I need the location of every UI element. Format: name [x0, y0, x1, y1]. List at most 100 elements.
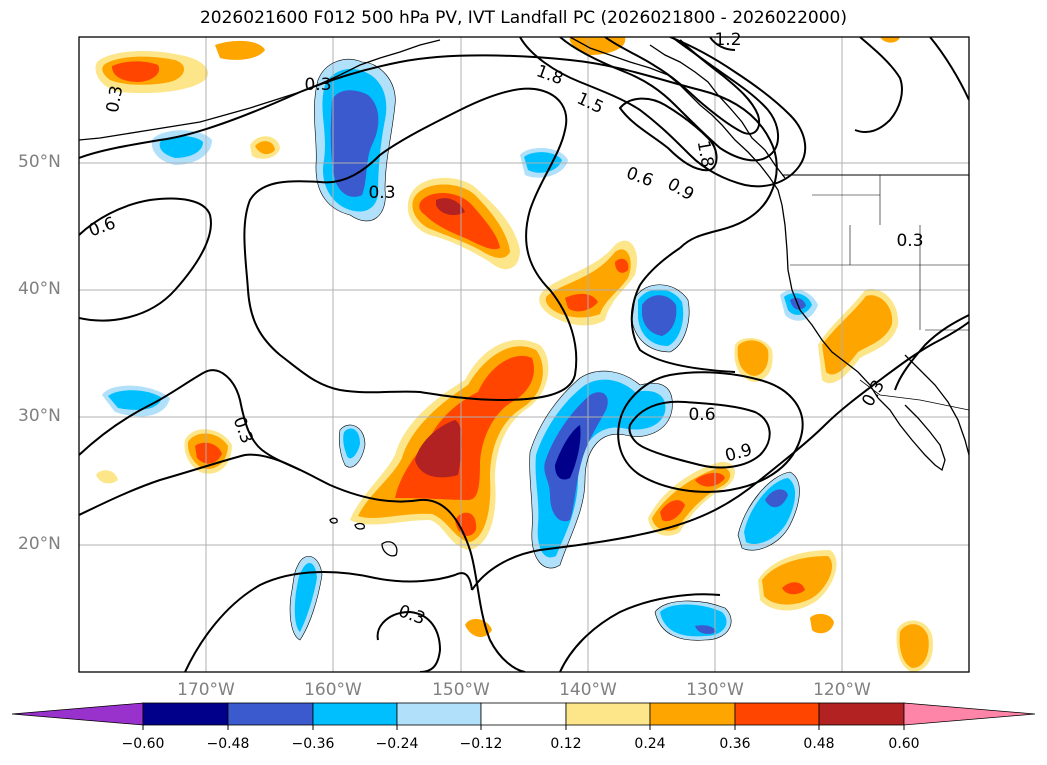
hawaii-island	[329, 517, 338, 524]
pv-positive-region	[415, 420, 462, 478]
coastlines	[79, 37, 969, 557]
coastline-alaska	[649, 44, 786, 179]
pv-positive-region	[782, 582, 805, 595]
colorbar-bin	[734, 702, 820, 726]
colorbar-tick-label: 0.60	[888, 736, 920, 752]
colorbar-bin	[227, 702, 314, 726]
colorbar-bin	[565, 702, 651, 726]
gridlines	[79, 37, 969, 672]
hawaii-island	[354, 522, 366, 530]
pv-positive-region	[899, 624, 929, 668]
contour-labels: 0.3 0.3 0.3 0.3 0.3 0.3 0.3 0.6 0.6 0.6 …	[86, 30, 923, 629]
colorbar-tick-label: 0.12	[550, 736, 582, 752]
contour-label: 0.6	[624, 163, 656, 191]
colorbar-bin	[480, 702, 567, 726]
contour-label: 0.3	[103, 84, 127, 114]
map-frame	[78, 36, 970, 673]
coastline-alaska	[569, 37, 783, 206]
colorbar-tick-label: 0.48	[803, 736, 835, 752]
lon-label: 170°W	[177, 680, 235, 700]
colorbar-bin	[649, 702, 736, 726]
contour-label: 0.6	[86, 213, 118, 241]
pv-positive-region	[112, 61, 160, 82]
contour-line	[604, 37, 761, 135]
lat-label: 20°N	[18, 534, 61, 554]
pv-contours	[79, 37, 969, 672]
colorbar-tick-label: 0.24	[634, 736, 666, 752]
colorbar-tick-label: 0.36	[719, 736, 751, 752]
contour-line	[559, 593, 721, 672]
contour-label: 0.3	[304, 75, 331, 95]
pv-positive-region	[737, 340, 769, 376]
colorbar-bin	[396, 702, 482, 726]
lon-label: 130°W	[686, 680, 744, 700]
contour-line	[894, 314, 969, 391]
colorbar	[11, 702, 1036, 730]
pv-positive-region	[195, 442, 222, 464]
contour-label: 0.3	[229, 414, 257, 446]
contour-line	[617, 371, 804, 493]
colorbar-tick-label: −0.12	[459, 736, 503, 752]
pv-negative-region	[695, 625, 716, 634]
coastline-us-west	[781, 204, 879, 399]
pv-negative-region	[343, 428, 360, 459]
contour-line	[628, 400, 771, 469]
contour-line	[630, 247, 736, 373]
pv-negative-region	[294, 563, 317, 632]
pv-positive-region	[255, 141, 275, 155]
pv-positive-region	[695, 472, 725, 487]
contour-label: 1.2	[714, 30, 741, 50]
pv-positive-region	[660, 500, 685, 522]
pv-positive-region	[762, 556, 833, 605]
contour-line	[618, 97, 718, 172]
pv-negative-region	[159, 136, 203, 158]
contour-line	[559, 37, 779, 162]
contour-label: 0.6	[688, 405, 715, 425]
hawaii-island	[381, 541, 398, 557]
colorbar-under-arrow	[11, 702, 144, 726]
contour-line	[184, 571, 473, 672]
contour-label: 0.3	[896, 231, 923, 251]
pv-positive-region	[215, 40, 265, 60]
contour-line	[709, 37, 736, 51]
lon-label: 160°W	[304, 680, 362, 700]
contour-label: 0.9	[664, 174, 697, 205]
pv-positive-region	[810, 613, 834, 634]
contour-label: 0.3	[368, 183, 395, 203]
contour-line	[79, 369, 301, 471]
pv-anomaly-fill	[95, 37, 934, 672]
colorbar-tick-label: −0.24	[375, 736, 419, 752]
pv-positive-region	[455, 512, 477, 536]
contour-line	[376, 610, 442, 672]
lat-label: 40°N	[18, 279, 61, 299]
pv-positive-region	[880, 37, 900, 43]
pv-positive-region	[569, 37, 626, 55]
contour-line	[243, 87, 578, 402]
pv-negative-region	[555, 425, 581, 480]
contour-label: 0.3	[396, 601, 428, 629]
coastline-baja	[877, 397, 946, 472]
coastline-aleutians	[79, 39, 441, 141]
contour-line	[79, 453, 526, 672]
lon-label: 150°W	[432, 680, 490, 700]
pv-positive-region	[565, 293, 598, 312]
pv-positive-region	[615, 258, 629, 273]
lon-label: 120°W	[813, 680, 871, 700]
pv-negative-region	[330, 90, 379, 197]
coastline-mexico	[904, 354, 969, 456]
pv-negative-region	[524, 152, 562, 173]
lat-label: 30°N	[18, 406, 61, 426]
contour-line	[79, 197, 212, 322]
contour-line	[929, 37, 969, 101]
map-title: 2026021600 F012 500 hPa PV, IVT Landfall…	[199, 8, 847, 28]
contour-line	[519, 37, 807, 188]
pv-positive-region	[436, 198, 465, 216]
colorbar-ticks	[142, 725, 905, 730]
colorbar-bin	[818, 702, 905, 726]
pv-positive-region	[822, 295, 893, 375]
lon-label: 140°W	[559, 680, 617, 700]
colorbar-tick-label: −0.36	[291, 736, 335, 752]
contour-label: 1.8	[693, 139, 717, 169]
colorbar-over-arrow	[903, 702, 1036, 726]
